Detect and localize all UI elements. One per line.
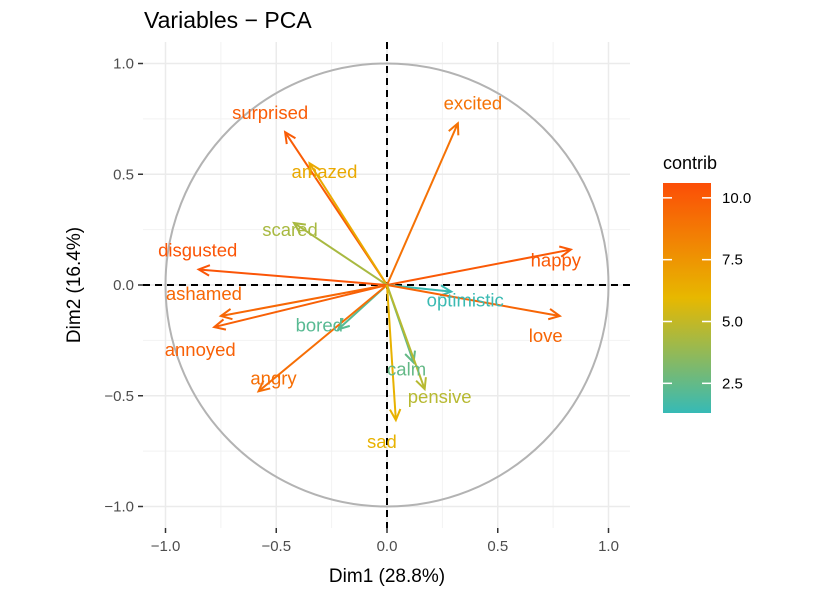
arrowhead-pensive (415, 377, 427, 392)
arrowhead-scared (292, 221, 306, 234)
y-tick-label: 0.0 (113, 277, 134, 294)
arrow-excited (386, 122, 459, 286)
arrow-angry (257, 284, 388, 393)
arrowhead-surprised (283, 130, 296, 145)
label-disgusted: disgusted (158, 239, 237, 260)
y-tick-label: −0.5 (104, 388, 134, 405)
arrow-love (386, 284, 560, 317)
label-angry: angry (250, 367, 297, 388)
y-tick-label: 0.5 (113, 166, 134, 183)
arrowhead-amazed (308, 161, 321, 176)
axis-ticks: −1.0 −0.5 0.0 0.5 1.0 −1.0 −0.5 0.0 0.5 1.0 (104, 56, 619, 556)
label-happy: happy (531, 250, 582, 271)
arrowhead-angry (256, 379, 271, 393)
label-sad: sad (367, 431, 397, 452)
label-calm: calm (387, 359, 426, 380)
label-pensive: pensive (408, 386, 472, 407)
arrow-amazed (308, 162, 388, 286)
variable-arrows (196, 121, 574, 423)
label-bored: bored (296, 314, 343, 335)
arrow-annoyed (213, 284, 388, 329)
x-tick-label: 1.0 (598, 538, 619, 555)
variable-labels: excited surprised amazed scared disgusted hap… (158, 92, 582, 452)
arrow-pensive (386, 284, 426, 390)
arrow-ashamed (220, 284, 388, 317)
x-tick-label: 0.5 (487, 538, 508, 555)
arrowhead-excited (448, 121, 460, 136)
legend-tick-label: 7.5 (722, 252, 743, 269)
arrowhead-calm (404, 350, 417, 365)
arrowhead-happy (558, 245, 574, 258)
x-tick-label: −1.0 (151, 538, 181, 555)
arrowhead-sad (389, 408, 402, 423)
arrow-sad (386, 284, 397, 421)
arrowhead-love (547, 308, 563, 321)
x-tick-label: −0.5 (261, 538, 291, 555)
x-tick-label: 0.0 (377, 538, 398, 555)
label-excited: excited (444, 92, 503, 113)
legend-tick-label: 2.5 (722, 375, 743, 392)
label-amazed: amazed (292, 161, 358, 182)
label-optimistic: optimistic (427, 290, 504, 311)
y-axis-title: Dim2 (16.4%) (64, 227, 85, 343)
y-tick-label: −1.0 (104, 499, 134, 516)
arrowhead-annoyed (211, 318, 227, 331)
label-ashamed: ashamed (166, 283, 242, 304)
arrow-disgusted (198, 268, 388, 286)
arrowhead-ashamed (218, 308, 233, 321)
arrow-scared (293, 222, 388, 286)
correlation-circle (164, 62, 610, 508)
legend-tick-label: 5.0 (722, 313, 743, 330)
legend-tick-label: 10.0 (722, 190, 751, 207)
legend-title: contrib (663, 153, 717, 173)
legend-colorbar (663, 183, 711, 413)
label-love: love (529, 325, 563, 346)
arrow-happy (386, 248, 572, 286)
label-scared: scared (262, 219, 318, 240)
x-axis-title: Dim1 (28.8%) (329, 566, 445, 587)
legend-ticks: 2.5 5.0 7.5 10.0 (663, 190, 751, 392)
chart-title: Variables − PCA (144, 7, 312, 33)
y-tick-label: 1.0 (113, 56, 134, 73)
color-legend: contrib 2.5 5.0 7.5 10.0 (663, 153, 751, 413)
label-surprised: surprised (232, 102, 308, 123)
arrowhead-disgusted (196, 264, 211, 277)
label-annoyed: annoyed (165, 339, 236, 360)
